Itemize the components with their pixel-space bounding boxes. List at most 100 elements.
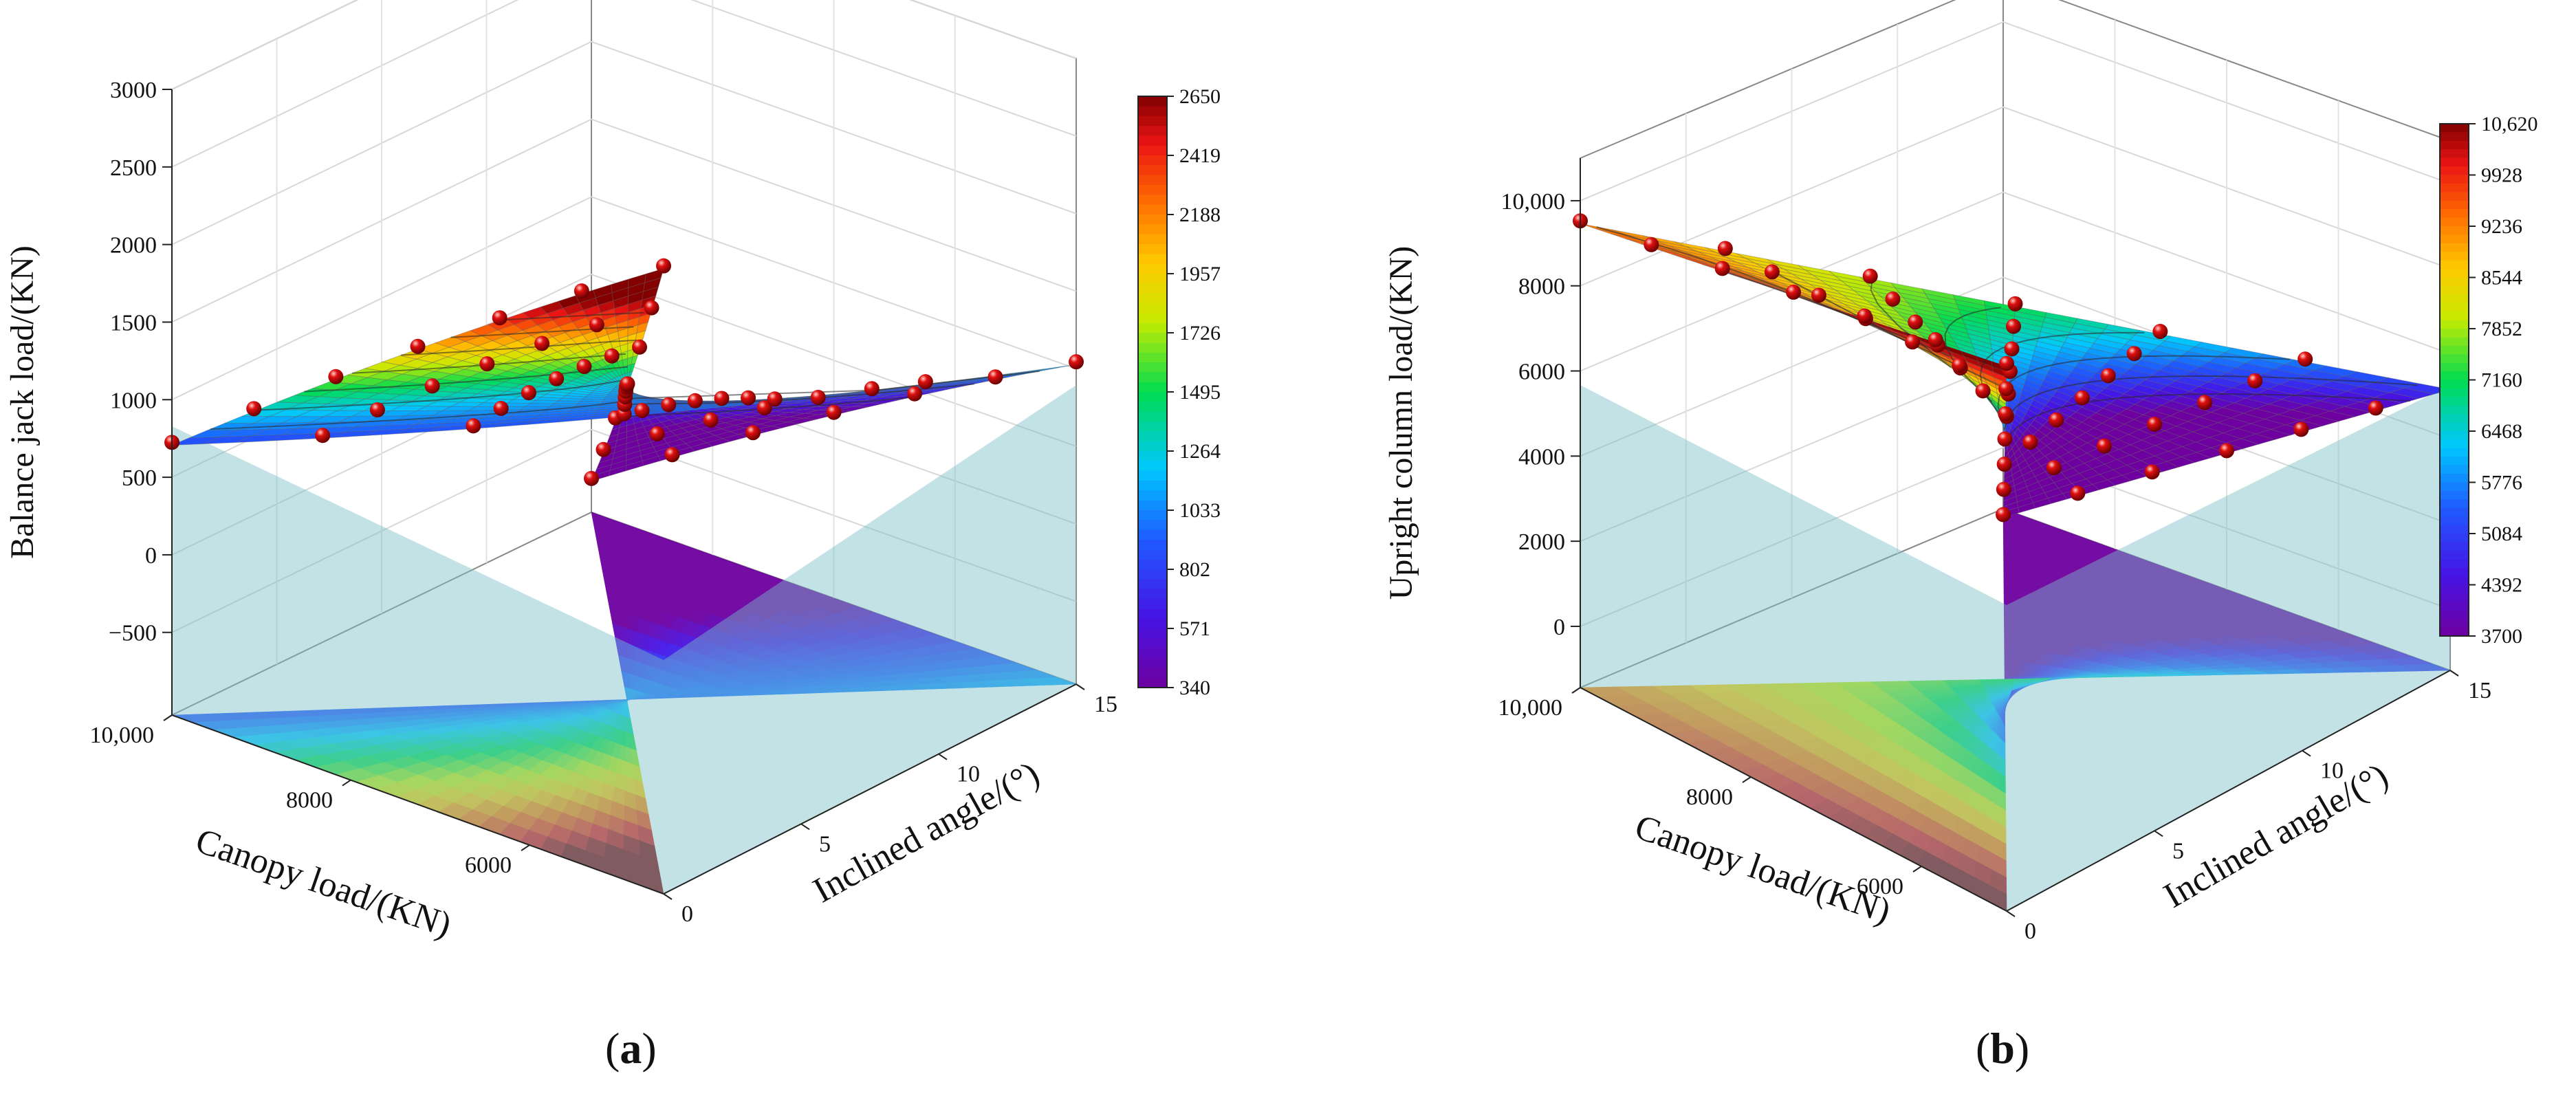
data-point	[328, 369, 344, 384]
colorbar-segment	[2440, 559, 2469, 569]
colorbar-segment	[1138, 579, 1167, 590]
colorbar-segment	[2440, 627, 2469, 637]
y-tick-mark	[1076, 683, 1085, 690]
surface-contour-line	[630, 396, 911, 417]
data-point	[410, 338, 426, 354]
y-tick-label: 15	[1094, 692, 1117, 717]
colorbar-segment	[2440, 602, 2469, 611]
colorbar-segment	[1138, 352, 1167, 363]
colorbar-tick-label: 7160	[2481, 369, 2522, 392]
colorbar-segment	[2440, 525, 2469, 534]
colorbar-segment	[1138, 155, 1167, 166]
colorbar-segment	[2440, 277, 2469, 287]
colorbar-tick-label: 1957	[1179, 263, 1221, 285]
colorbar-tick-label: 9928	[2481, 164, 2522, 187]
colorbar-segment	[1138, 461, 1167, 472]
x-tick-label: 8000	[286, 788, 333, 813]
data-point	[2152, 324, 2168, 340]
data-point	[2126, 346, 2142, 362]
colorbar-segment	[2440, 439, 2469, 449]
data-point	[2075, 390, 2090, 406]
data-point	[2007, 296, 2023, 311]
glass-wall-right	[664, 385, 1076, 894]
floor-contour-projection	[1580, 508, 2451, 912]
colorbar-segment	[2440, 252, 2469, 261]
colorbar-tick-label: 4392	[2481, 574, 2522, 597]
colorbar-segment	[2440, 576, 2469, 586]
surface-contour-line	[401, 339, 637, 356]
data-point	[424, 378, 440, 394]
x-tick-label: 6000	[465, 853, 512, 878]
y-tick-label: 5	[819, 831, 831, 857]
colorbar: 10,620 9928 9236 8544 7852 7160 6468 5776 5084 43…	[2439, 113, 2538, 648]
data-point	[1885, 292, 1901, 307]
y-tick-mark	[2302, 749, 2311, 757]
data-point	[1811, 287, 1826, 303]
z-tick-label: 2000	[1518, 529, 1565, 555]
z-axis: 3000 2500 2000 1500 1000 500 0 −500 Balance jack…	[4, 78, 173, 715]
colorbar-tick-label: 9236	[2481, 215, 2522, 238]
data-point	[810, 389, 826, 405]
colorbar-tick-label: 802	[1179, 558, 1210, 581]
colorbar-tick-label: 1033	[1179, 499, 1221, 522]
colorbar-segment	[1138, 362, 1167, 373]
surface-contour-line	[1721, 270, 1950, 357]
colorbar-segment	[1138, 126, 1167, 137]
colorbar-segment	[1138, 540, 1167, 551]
z-tick-label: 4000	[1518, 444, 1565, 470]
x-tick-label: 6000	[1857, 874, 1903, 899]
colorbar-segment	[2440, 482, 2469, 492]
colorbar-segment	[2440, 329, 2469, 338]
glass-wall-right	[2007, 385, 2450, 911]
z-tick-label: 1000	[110, 388, 157, 413]
colorbar-segment	[1138, 254, 1167, 265]
colorbar-segment	[1138, 481, 1167, 492]
data-point	[826, 404, 842, 420]
colorbar-segment	[2440, 414, 2469, 424]
colorbar-segment	[1138, 303, 1167, 314]
colorbar-segment	[2440, 388, 2469, 398]
colorbar-segment	[1138, 441, 1167, 452]
colorbar-segment	[2440, 584, 2469, 594]
colorbar-segment	[2440, 567, 2469, 578]
colorbar-segment	[1138, 116, 1167, 127]
y-tick-mark	[800, 823, 810, 831]
colorbar-segment	[1138, 145, 1167, 156]
data-point	[574, 283, 589, 299]
colorbar-segment	[2440, 345, 2469, 355]
data-point	[661, 397, 677, 413]
data-point	[756, 400, 772, 416]
colorbar-segment	[2440, 157, 2469, 168]
data-point	[2144, 464, 2160, 480]
colorbar-tick-label: 2419	[1179, 144, 1221, 167]
data-point	[1714, 261, 1730, 276]
surface-cell	[549, 403, 579, 407]
colorbar-segment	[1138, 609, 1167, 620]
colorbar-segment	[2440, 303, 2469, 313]
colorbar-segment	[2440, 140, 2469, 151]
panel-label-a: (a)	[605, 1024, 657, 1073]
colorbar-segment	[2440, 593, 2469, 603]
data-point	[2096, 438, 2112, 454]
colorbar-segment	[2440, 243, 2469, 253]
data-point	[741, 390, 756, 406]
x-tick-mark	[1912, 866, 1922, 873]
colorbar-tick-label: 5084	[2481, 523, 2522, 545]
colorbar-segment	[1138, 402, 1167, 413]
data-point	[1717, 241, 1733, 256]
data-point	[1862, 268, 1878, 284]
colorbar-segment	[1138, 392, 1167, 403]
colorbar-segment	[1138, 618, 1167, 629]
data-point	[2368, 400, 2383, 416]
colorbar-segment	[2440, 337, 2469, 347]
surface-contour-line	[304, 366, 628, 393]
colorbar-segment	[2440, 192, 2469, 201]
data-point	[745, 425, 761, 441]
colorbar: 2650 2419 2188 1957 1726 1495 1264 1033 802 571 34…	[1137, 85, 1221, 699]
colorbar-tick-label: 340	[1179, 677, 1210, 699]
data-point	[1997, 431, 2013, 447]
data-point	[864, 381, 880, 397]
colorbar-segment	[1138, 342, 1167, 353]
colorbar-segment	[1138, 234, 1167, 245]
colorbar-segment	[2440, 311, 2469, 321]
